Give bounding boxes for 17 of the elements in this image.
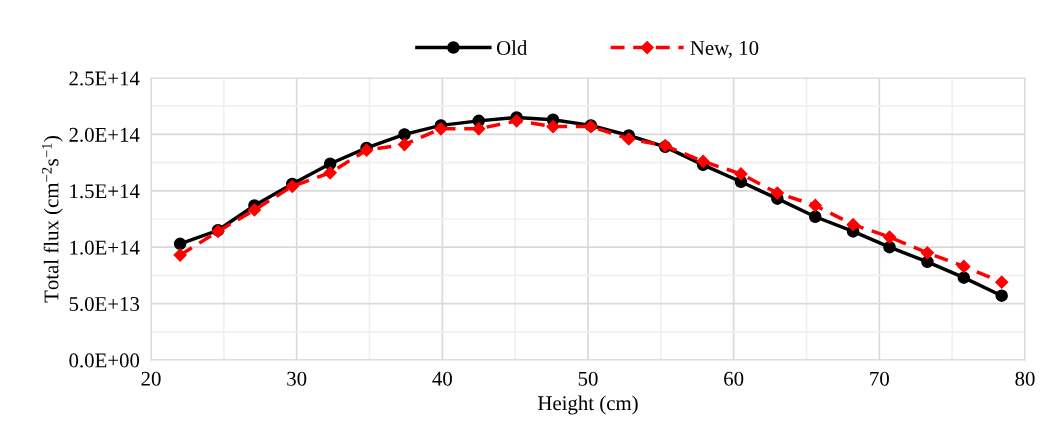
x-tick-label: 60 xyxy=(724,371,744,386)
y-tick-label: 0.0E+00 xyxy=(69,353,140,368)
x-tick-label: 50 xyxy=(578,371,598,386)
x-tick-label: 40 xyxy=(432,371,452,386)
y-tick-label: 1.5E+14 xyxy=(70,184,140,199)
x-axis-title: Height (cm) xyxy=(537,395,638,415)
x-tick-label: 70 xyxy=(870,371,889,386)
legend-label: New, 10 xyxy=(690,40,759,59)
y-tick-label: 2.5E+14 xyxy=(69,71,140,86)
y-tick-label: 1.0E+14 xyxy=(70,240,140,255)
legend-label: Old xyxy=(496,40,528,56)
x-tick-label: 30 xyxy=(287,371,307,386)
x-tick-label: 80 xyxy=(1015,371,1035,386)
y-axis-title: Total flux (cm$^{−2}$s$^{−1}$) xyxy=(41,136,63,303)
y-tick-label: 5.0E+13 xyxy=(69,296,140,312)
x-tick-label: 20 xyxy=(141,371,161,386)
y-tick-label: 2.0E+14 xyxy=(69,127,140,142)
